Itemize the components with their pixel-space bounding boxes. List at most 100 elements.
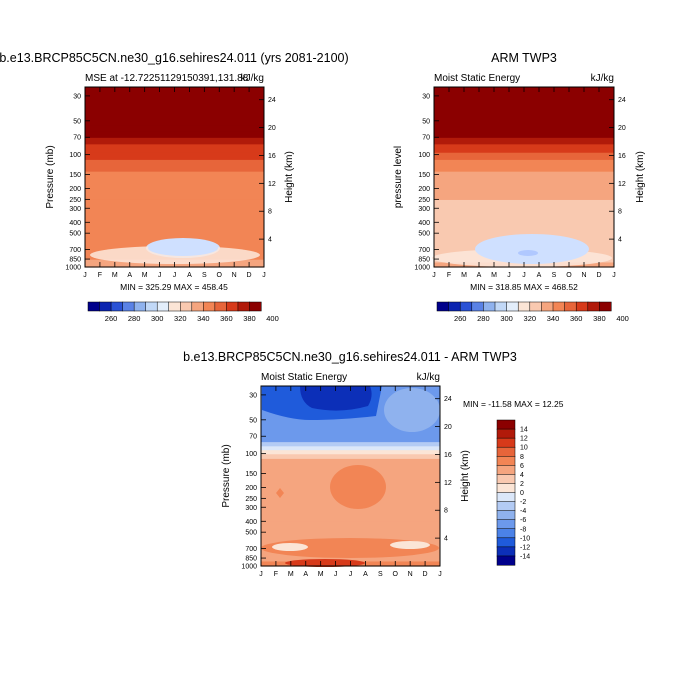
y-right-tick-label: 8 — [444, 508, 448, 515]
colorbar-tick-label: -10 — [520, 535, 530, 542]
panel-1-minmax: MIN = 325.29 MAX = 458.45 — [120, 282, 228, 292]
x-tick-label: M — [142, 272, 148, 279]
layer-band — [434, 171, 614, 200]
panel-1: b.e13.BRCP85C5CN.ne30_g16.sehires24.011 … — [0, 51, 349, 323]
colorbar-box — [496, 419, 516, 430]
colorbar-box — [483, 301, 496, 312]
x-tick-label: M — [491, 272, 497, 279]
layer-band — [85, 131, 264, 138]
y-right-tick-label: 20 — [268, 125, 276, 132]
y-tick-label: 700 — [69, 247, 81, 254]
x-tick-label: J — [612, 272, 616, 279]
colorbar-box — [564, 301, 577, 312]
colorbar-box — [436, 301, 450, 312]
colorbar-box — [496, 492, 516, 503]
colorbar-box — [587, 301, 600, 312]
y-tick-label: 700 — [245, 546, 257, 553]
colorbar-box — [87, 301, 101, 312]
panel-3-light-region-left — [272, 543, 308, 551]
x-tick-label: M — [288, 571, 294, 578]
y-right-tick-label: 12 — [268, 181, 276, 188]
y-right-tick-label: 24 — [618, 97, 626, 104]
panel-2-subtitle-left: Moist Static Energy — [434, 73, 520, 84]
x-tick-label: D — [423, 571, 428, 578]
colorbar-tick-label: 10 — [520, 445, 528, 452]
colorbar-box — [496, 537, 516, 548]
colorbar-tick-label: 300 — [151, 314, 164, 323]
layer-band — [261, 441, 440, 447]
y-tick-label: 50 — [249, 417, 257, 424]
panel-3-y-right-label: Height (km) — [460, 450, 471, 502]
y-tick-label: 30 — [73, 93, 81, 100]
y-tick-label: 150 — [245, 471, 257, 478]
panel-2-y-right-label: Height (km) — [635, 151, 646, 203]
colorbar-tick-label: 340 — [547, 314, 560, 323]
y-tick-label: 400 — [418, 220, 430, 227]
panel-3-anomaly — [261, 386, 440, 567]
panel-2-title: ARM TWP3 — [491, 51, 557, 65]
y-right-tick-label: 4 — [268, 237, 272, 244]
layer-band — [434, 137, 614, 145]
panel-3-y-label: Pressure (mb) — [221, 444, 232, 507]
y-tick-label: 1000 — [241, 564, 257, 571]
y-tick-label: 150 — [69, 172, 81, 179]
layer-band — [261, 453, 440, 459]
x-tick-label: J — [438, 571, 442, 578]
x-tick-label: J — [507, 272, 511, 279]
y-right-tick-label: 4 — [444, 536, 448, 543]
panel-1-ticks: J F M A M J J A S O N D J 30 50 70 100 150 200 250 300 400 500… — [65, 87, 276, 279]
x-tick-label: J — [262, 272, 266, 279]
panel-3-ticks: J F M A M J J A S O N D J 30 50 70 100 150 200 250 300 400 500… — [241, 386, 452, 578]
colorbar-tick-label: 280 — [477, 314, 490, 323]
panel-3-subtitle-right: kJ/kg — [417, 372, 440, 383]
y-right-tick-label: 24 — [444, 396, 452, 403]
colorbar-tick-label: 8 — [520, 454, 524, 461]
layer-band — [434, 152, 614, 160]
colorbar-box — [145, 301, 158, 312]
colorbar-tick-label: -6 — [520, 517, 526, 524]
x-tick-label: J — [158, 272, 162, 279]
colorbar-tick-label: 12 — [520, 436, 528, 443]
x-tick-label: M — [112, 272, 118, 279]
panel-3-surface-dark-region — [285, 559, 365, 567]
panel-2-ticks: J F M A M J J A S O N D J 30 50 70 100 150 200 250 300 400 500… — [414, 87, 626, 279]
colorbar-box — [496, 446, 516, 457]
y-tick-label: 200 — [69, 186, 81, 193]
colorbar-tick-label: -12 — [520, 544, 530, 551]
colorbar-box — [552, 301, 566, 312]
y-right-tick-label: 4 — [618, 237, 622, 244]
y-right-tick-label: 12 — [444, 480, 452, 487]
x-tick-label: A — [477, 272, 482, 279]
x-tick-label: N — [232, 272, 237, 279]
colorbar-tick-label: 0 — [520, 490, 524, 497]
y-tick-label: 850 — [69, 257, 81, 264]
colorbar-box — [496, 456, 516, 466]
x-tick-label: J — [259, 571, 263, 578]
layer-band — [85, 159, 264, 172]
colorbar-tick-label: 340 — [197, 314, 210, 323]
panel-2-y-label: pressure level — [393, 146, 404, 208]
y-right-tick-label: 8 — [618, 209, 622, 216]
colorbar-box — [249, 301, 262, 312]
y-tick-label: 100 — [418, 152, 430, 159]
y-tick-label: 300 — [245, 505, 257, 512]
x-tick-label: A — [187, 272, 192, 279]
panel-3-minmax: MIN = -11.58 MAX = 12.25 — [463, 399, 564, 409]
y-right-tick-label: 12 — [618, 181, 626, 188]
x-tick-label: A — [303, 571, 308, 578]
panel-2-subtitle-right: kJ/kg — [591, 73, 614, 84]
layer-band — [434, 129, 614, 138]
panel-1-title: b.e13.BRCP85C5CN.ne30_g16.sehires24.011 … — [0, 51, 349, 65]
layer-band — [85, 124, 264, 132]
y-right-tick-label: 24 — [268, 97, 276, 104]
x-tick-label: S — [552, 272, 557, 279]
colorbar-tick-label: -8 — [520, 526, 526, 533]
x-tick-label: S — [202, 272, 207, 279]
y-tick-label: 100 — [245, 451, 257, 458]
colorbar-box — [496, 510, 516, 521]
colorbar-tick-label: -4 — [520, 508, 526, 515]
y-tick-label: 400 — [69, 220, 81, 227]
y-tick-label: 700 — [418, 247, 430, 254]
panel-3-subtitle-left: Moist Static Energy — [261, 372, 347, 383]
